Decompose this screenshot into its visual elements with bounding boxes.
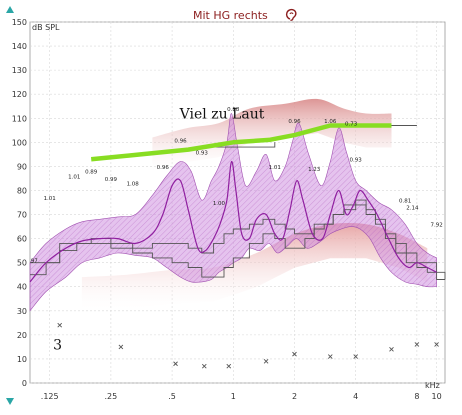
x-marker [434,342,439,347]
x-tick-label: .5 [168,392,176,401]
data-label: 1.01 [68,174,80,180]
x-tick-label: 2 [292,392,297,401]
y-tick-label: 80 [17,186,27,195]
data-label: 0.81 [399,199,411,205]
y-tick-label: 30 [17,307,27,316]
data-label: 1.23 [308,167,321,173]
scroll-down-arrow-icon[interactable] [6,398,14,405]
step-box-line [213,142,276,148]
x-axis-label: kHz [425,381,440,390]
y-tick-label: 150 [12,18,27,27]
y-tick-label: 100 [12,138,27,147]
x-marker [173,361,178,367]
y-axis-label: dB SPL [32,23,60,32]
x-marker [263,359,269,364]
comfort-band [81,223,428,312]
too-loud-band [152,98,392,172]
data-label: 7.92 [430,223,442,229]
x-marker [201,363,207,369]
x-tick-label: 4 [353,392,358,401]
x-tick-label: .125 [41,392,59,401]
data-label: 0.96 [174,138,187,144]
data-label: 2.14 [406,206,419,212]
ear-icon [285,8,297,21]
x-marker [57,322,63,328]
scroll-up-arrow-icon[interactable] [6,6,14,13]
x-tick-label: 8 [414,392,419,401]
series-lines [29,123,437,283]
x-marker [118,344,124,350]
data-label: 0.96 [157,165,170,171]
data-label: 0.96 [288,119,301,125]
markers [57,322,439,369]
target-green-line [90,123,392,162]
data-label: 0.93 [350,158,363,164]
step-lower-line [30,204,445,280]
data-label: 0.73 [345,121,358,127]
x-marker [226,363,232,369]
x-tick-label: 10 [431,392,441,401]
x-tick-label: .25 [105,392,118,401]
response-band [29,113,437,312]
y-tick-label: 10 [17,355,27,364]
data-label: 1.00 [213,201,226,207]
x-marker [327,354,333,359]
data-label: 0.89 [85,170,98,176]
y-tick-label: 90 [17,162,27,171]
x-marker [414,342,420,347]
data-label: 97 [31,259,38,265]
y-tick-label: 120 [12,90,27,99]
y-tick-label: 110 [12,114,27,123]
step-upper-line [30,199,446,280]
data-label: 1.08 [127,182,140,188]
y-tick-label: 40 [17,283,27,292]
data-label: 1.01 [44,196,56,202]
y-tick-label: 60 [17,235,27,244]
x-marker [292,351,297,357]
response-band-hatch [30,113,437,311]
data-label: 0.99 [105,177,118,183]
data-labels: 97 1.01 1.01 0.89 0.99 1.08 0.96 0.96 0.93 1.00 0.… [31,107,443,265]
data-label: 0.88 [227,107,240,113]
x-marker [389,346,394,352]
y-tick-label: 70 [17,211,27,220]
response-line [29,160,437,283]
x-marker [353,354,359,359]
y-tick-label: 0 [22,379,27,388]
x-tick-label: 1 [231,392,236,401]
axes: 0102030405060708090100110120130140150.12… [12,18,442,401]
annotation-viel-zu-laut: Viel zu Laut [179,106,265,122]
data-label: 1.01 [269,165,281,171]
y-tick-label: 20 [17,331,27,340]
data-label: 1.06 [324,119,337,125]
red-bands [81,98,428,312]
y-tick-label: 130 [12,66,27,75]
chart-title: Mit HG rechts [193,9,268,22]
y-tick-label: 50 [17,259,27,268]
annotation-number: 3 [53,337,62,353]
y-tick-label: 140 [12,42,27,51]
data-label: 0.93 [196,150,209,156]
